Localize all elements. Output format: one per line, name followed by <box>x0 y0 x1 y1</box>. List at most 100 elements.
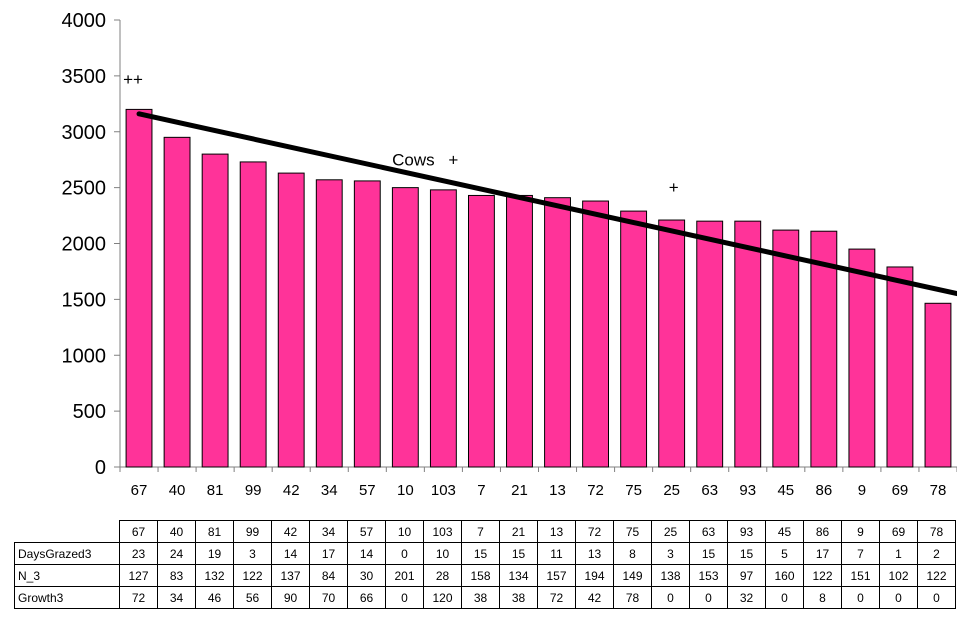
table-cell: 46 <box>195 586 234 609</box>
table-header-cell: 40 <box>157 520 196 543</box>
table-cell: 34 <box>157 586 196 609</box>
y-tick-label: 1000 <box>62 345 107 367</box>
bar <box>848 248 876 468</box>
y-tick-label: 4000 <box>62 10 107 32</box>
x-tick-label: 13 <box>549 482 566 499</box>
table-cell: 24 <box>157 542 196 565</box>
table-cell: 1 <box>879 542 918 565</box>
table-cell: 102 <box>879 564 918 587</box>
table-cell: 78 <box>613 586 652 609</box>
table-cell: 3 <box>651 542 690 565</box>
table-header-cell: 7 <box>461 520 500 543</box>
y-tick-label: 0 <box>95 457 106 479</box>
bar <box>582 200 610 468</box>
table-cell: 0 <box>689 586 728 609</box>
trendline <box>136 111 957 297</box>
x-tick-label: 57 <box>359 482 376 499</box>
bar <box>315 179 343 468</box>
table-cell: 15 <box>727 542 766 565</box>
table-cell: 19 <box>195 542 234 565</box>
x-tick-label: 40 <box>169 482 186 499</box>
table-header-cell: 69 <box>879 520 918 543</box>
table-cell: 5 <box>765 542 804 565</box>
table-cell: 72 <box>119 586 158 609</box>
table-cell: 0 <box>385 586 424 609</box>
table-cell: 10 <box>423 542 462 565</box>
table-header-cell: 72 <box>575 520 614 543</box>
bar <box>506 194 533 468</box>
trendline-line <box>136 111 957 297</box>
x-tick-label: 93 <box>739 482 756 499</box>
bar <box>544 197 571 468</box>
bar <box>467 194 495 468</box>
x-tick-label: 69 <box>892 482 909 499</box>
table-header-cell: 9 <box>841 520 880 543</box>
table-cell: 160 <box>765 564 804 587</box>
y-axis: 0 500 1000 1500 2000 2500 3000 3500 4000 <box>62 10 121 479</box>
bar <box>239 161 267 468</box>
x-tick-label: 63 <box>701 482 718 499</box>
bar <box>125 108 153 468</box>
table-cell: 0 <box>879 586 918 609</box>
bar <box>772 229 800 468</box>
bar <box>696 220 724 468</box>
table-cell: 8 <box>803 586 842 609</box>
table-cell: 0 <box>651 586 690 609</box>
y-tick-label: 500 <box>73 401 106 423</box>
table-cell: 7 <box>841 542 880 565</box>
table-cell: 201 <box>385 564 424 587</box>
table-cell: 72 <box>537 586 576 609</box>
table-cell: 83 <box>157 564 196 587</box>
x-tick-label: 9 <box>858 482 866 499</box>
table-cell: 32 <box>727 586 766 609</box>
table-cell: 56 <box>233 586 272 609</box>
table-cell: 97 <box>727 564 766 587</box>
table-cell: 122 <box>917 564 956 587</box>
table-header-cell: 63 <box>689 520 728 543</box>
table-header-cell: 34 <box>309 520 348 543</box>
table-cell: 15 <box>461 542 500 565</box>
table-cell: 153 <box>689 564 728 587</box>
table-cell: 66 <box>347 586 386 609</box>
x-tick-label: 75 <box>625 482 642 499</box>
bar <box>201 153 229 468</box>
x-tick-label: 86 <box>815 482 832 499</box>
table-row: N_3 127 83 132 122 137 84 30 201 28 158 134 157 194 14… <box>14 564 956 587</box>
bar <box>429 189 457 468</box>
table-header-cell: 93 <box>727 520 766 543</box>
table-header-cell: 103 <box>423 520 462 543</box>
table-cell: 15 <box>689 542 728 565</box>
table-header-cell: 86 <box>803 520 842 543</box>
bar <box>924 302 952 468</box>
table-cell: 151 <box>841 564 880 587</box>
bar <box>163 136 191 468</box>
bar <box>620 210 648 468</box>
table-row-label: DaysGrazed3 <box>14 542 120 565</box>
x-tick-label: 81 <box>207 482 224 499</box>
y-tick-label: 1500 <box>62 289 107 311</box>
x-tick-label: 10 <box>397 482 414 499</box>
table-cell: 14 <box>271 542 310 565</box>
y-tick-label: 2500 <box>62 178 107 200</box>
bar <box>734 220 762 468</box>
table-cell: 17 <box>309 542 348 565</box>
bar <box>658 219 686 468</box>
table-corner-cell <box>14 520 120 543</box>
table-cell: 8 <box>613 542 652 565</box>
table-cell: 3 <box>233 542 272 565</box>
table-header-cell: 57 <box>347 520 386 543</box>
table-cell: 23 <box>119 542 158 565</box>
table-cell: 132 <box>195 564 234 587</box>
table-cell: 84 <box>309 564 348 587</box>
table-cell: 42 <box>575 586 614 609</box>
table-cell: 149 <box>613 564 652 587</box>
table-cell: 13 <box>575 542 614 565</box>
x-tick-label: 99 <box>245 482 262 499</box>
table-cell: 30 <box>347 564 386 587</box>
table-header-cell: 81 <box>195 520 234 543</box>
table-header-cell: 75 <box>613 520 652 543</box>
y-tick-label: 3000 <box>62 122 107 144</box>
table-header-cell: 13 <box>537 520 576 543</box>
data-table: 67 40 81 99 42 34 57 10 103 7 21 13 72 75 25 63 93 45 86 9 6… <box>14 520 956 609</box>
y-tick-label: 2000 <box>62 234 107 256</box>
